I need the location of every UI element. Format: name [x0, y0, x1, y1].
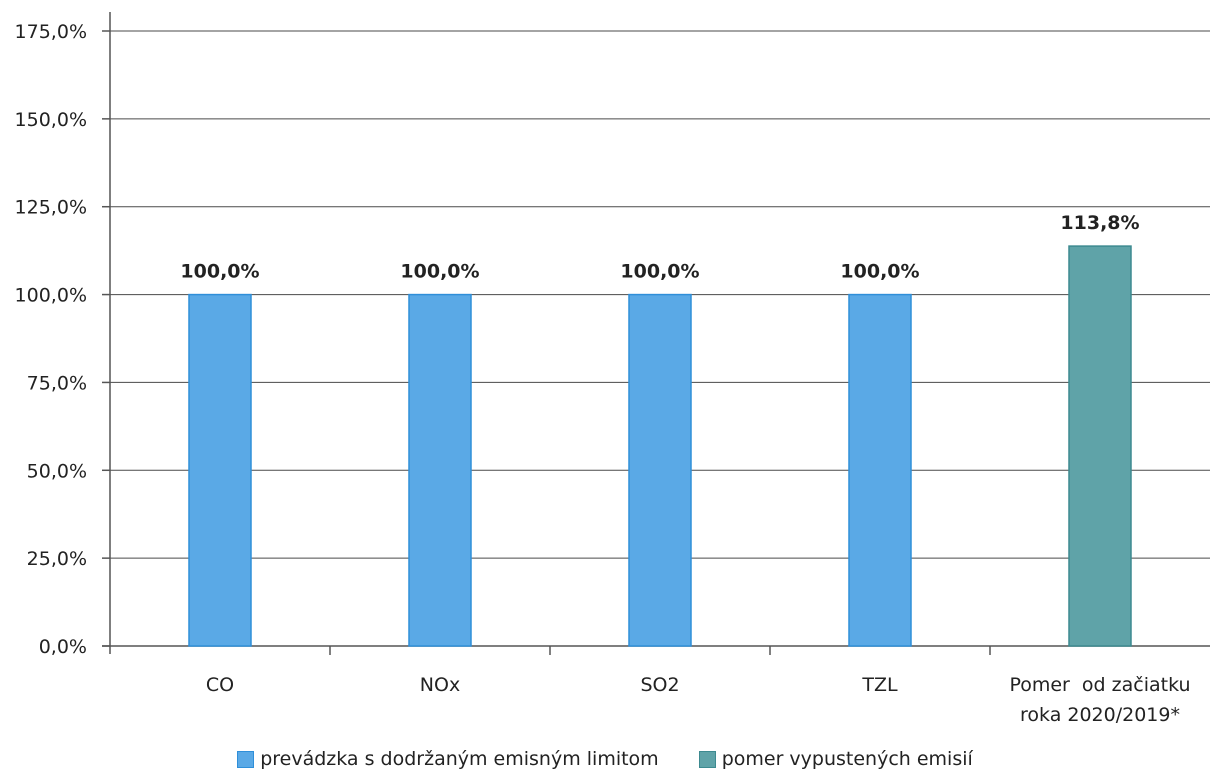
data-label: 100,0% [180, 261, 259, 283]
y-tick-label: 50,0% [27, 460, 87, 482]
bar-chart: 0,0% 25,0% 50,0% 75,0% 100,0% 125,0% 150,0% 175… [15, 12, 1210, 726]
legend-swatch-emissions-ratio [698, 750, 716, 768]
y-axis-ticks: 0,0% 25,0% 50,0% 75,0% 100,0% 125,0% 150,0% 175… [15, 21, 110, 658]
y-tick-label: 175,0% [15, 21, 87, 43]
y-tick-label: 100,0% [15, 285, 87, 307]
legend-label-compliance: prevádzka s dodržaným emisným limitom [260, 748, 659, 770]
y-tick-label: 25,0% [27, 548, 87, 570]
y-tick-label: 125,0% [15, 197, 87, 219]
bar [408, 293, 472, 647]
bars [188, 245, 1132, 647]
category-label: NOx [420, 674, 460, 696]
category-label: SO2 [640, 674, 679, 696]
data-label: 100,0% [840, 261, 919, 283]
bar [1068, 245, 1132, 647]
data-label: 113,8% [1060, 212, 1139, 234]
y-tick-label: 150,0% [15, 109, 87, 131]
legend-item-compliance: prevádzka s dodržaným emisným limitom [237, 744, 659, 774]
category-label: roka 2020/2019* [1020, 704, 1180, 726]
data-labels: 100,0% 100,0% 100,0% 100,0% 113,8% [180, 212, 1139, 282]
bar [188, 293, 252, 647]
bar [628, 293, 692, 647]
category-labels: CO NOx SO2 TZL Pomer od začiatku roka 2020/20… [206, 674, 1191, 726]
x-axis-ticks [329, 646, 991, 655]
data-label: 100,0% [400, 261, 479, 283]
y-tick-label: 75,0% [27, 372, 87, 394]
legend-label-emissions-ratio: pomer vypustených emisií [721, 748, 973, 770]
category-label: CO [206, 674, 234, 696]
legend: prevádzka s dodržaným emisným limitom po… [0, 744, 1210, 774]
bar [848, 293, 912, 647]
category-label: Pomer od začiatku [1009, 674, 1190, 696]
legend-swatch-compliance [237, 750, 255, 768]
legend-item-emissions-ratio: pomer vypustených emisií [698, 744, 973, 774]
data-label: 100,0% [620, 261, 699, 283]
category-label: TZL [861, 674, 898, 696]
y-tick-label: 0,0% [39, 636, 87, 658]
